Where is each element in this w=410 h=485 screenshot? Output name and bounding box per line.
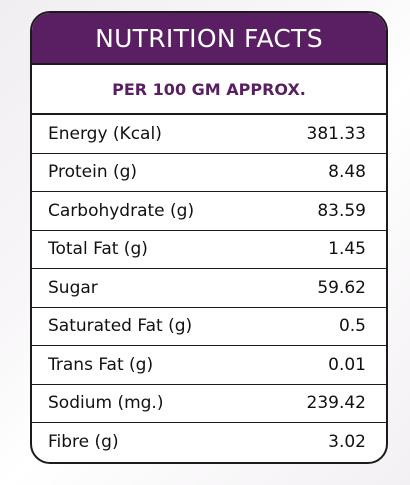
nutrient-value: 0.5 [338,316,366,337]
nutrient-row: Saturated Fat (g) 0.5 [32,308,386,346]
nutrition-facts-panel: NUTRITION FACTS PER 100 GM APPROX. Energ… [30,11,388,464]
nutrient-value: 239.42 [306,393,366,414]
nutrient-row: Total Fat (g) 1.45 [32,231,386,269]
nutrient-value: 381.33 [306,123,366,144]
nutrient-name: Fibre (g) [48,432,119,453]
nutrient-name: Sugar [48,277,98,298]
panel-title: NUTRITION FACTS [32,13,386,65]
nutrient-row: Fibre (g) 3.02 [32,423,386,462]
nutrient-row: Trans Fat (g) 0.01 [32,346,386,385]
nutrient-value: 3.02 [328,432,366,453]
nutrient-row: Sodium (mg.) 239.42 [32,385,386,423]
serving-basis: PER 100 GM APPROX. [32,65,386,115]
nutrient-row: Energy (Kcal) 381.33 [32,115,386,154]
nutrient-name: Saturated Fat (g) [48,316,193,337]
nutrient-name: Sodium (mg.) [48,393,164,414]
nutrient-value: 83.59 [317,200,366,221]
nutrient-name: Energy (Kcal) [48,123,162,144]
nutrient-value: 8.48 [328,162,366,183]
nutrient-table: Energy (Kcal) 381.33 Protein (g) 8.48 Ca… [32,115,386,462]
nutrient-row: Protein (g) 8.48 [32,154,386,192]
nutrient-value: 0.01 [328,354,366,375]
nutrient-row: Carbohydrate (g) 83.59 [32,192,386,231]
nutrient-name: Carbohydrate (g) [48,200,195,221]
nutrient-name: Protein (g) [48,162,138,183]
nutrient-name: Total Fat (g) [48,239,148,260]
nutrient-name: Trans Fat (g) [48,354,154,375]
nutrient-row: Sugar 59.62 [32,269,386,308]
nutrient-value: 1.45 [328,239,366,260]
nutrient-value: 59.62 [317,277,366,298]
